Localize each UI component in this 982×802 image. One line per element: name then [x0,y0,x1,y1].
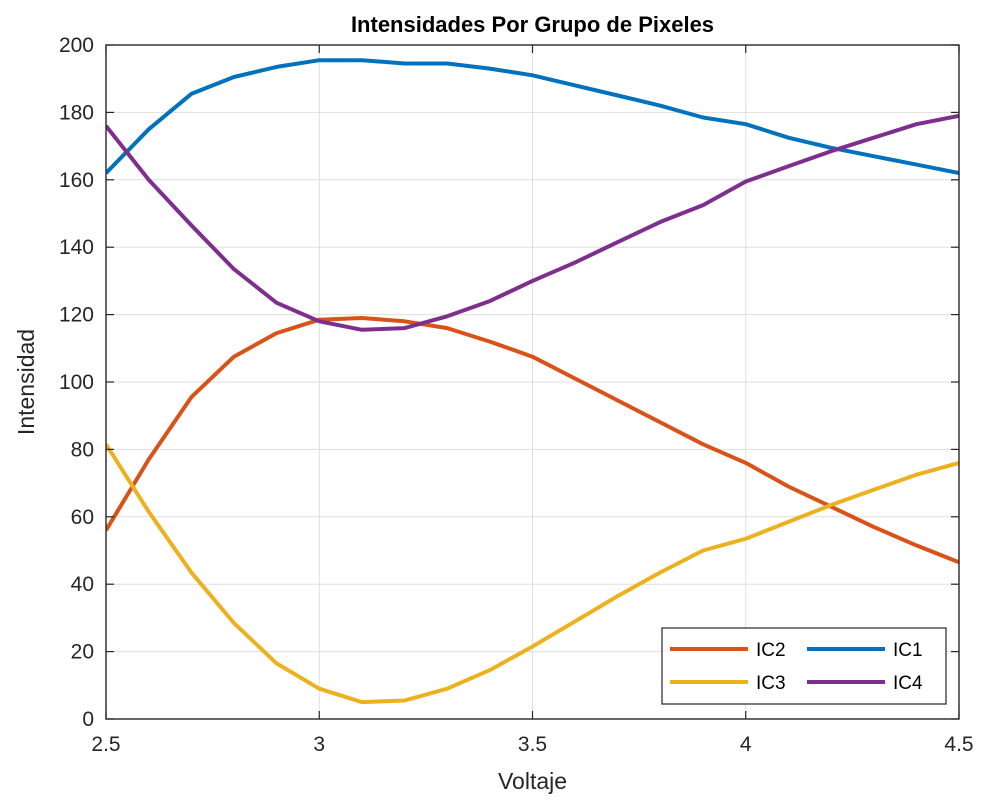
x-tick-label: 3.5 [518,733,547,756]
y-tick-label: 100 [59,371,94,394]
series-line-ic2 [106,316,959,565]
x-tick-label: 4 [740,733,752,756]
y-tick-label: 20 [71,641,94,664]
series-line-ic4 [106,113,959,332]
y-tick-label: 120 [59,304,94,327]
y-tick-label: 40 [71,573,94,596]
x-axis-label: Voltaje [498,768,567,794]
series-line-ic1 [106,58,959,176]
y-tick-label: 80 [71,438,94,461]
x-tick-label: 2.5 [91,733,120,756]
tick-marks [105,44,960,720]
legend-box [661,627,947,705]
y-tick-label: 180 [59,101,94,124]
series-line-ic3 [106,443,959,705]
chart-title: Intensidades Por Grupo de Pixeles [351,12,714,37]
legend-label-ic4: IC4 [893,673,923,694]
legend: IC2 IC1 IC3 IC4 [661,627,947,705]
x-tick-label: 3 [313,733,325,756]
y-tick-label: 140 [59,236,94,259]
y-tick-label: 60 [71,506,94,529]
legend-label-ic2: IC2 [756,640,786,661]
y-tick-label: 160 [59,169,94,192]
series-lines [106,58,959,705]
tick-labels: 2.5 3 3.5 4 4.5 0 20 40 60 80 100 120 140 160 180 200 [59,34,974,756]
legend-label-ic1: IC1 [893,640,923,661]
y-tick-label: 200 [59,34,94,57]
legend-label-ic3: IC3 [756,673,786,694]
y-axis-label: Intensidad [13,329,39,435]
y-tick-label: 0 [82,708,94,731]
x-tick-label: 4.5 [944,733,973,756]
